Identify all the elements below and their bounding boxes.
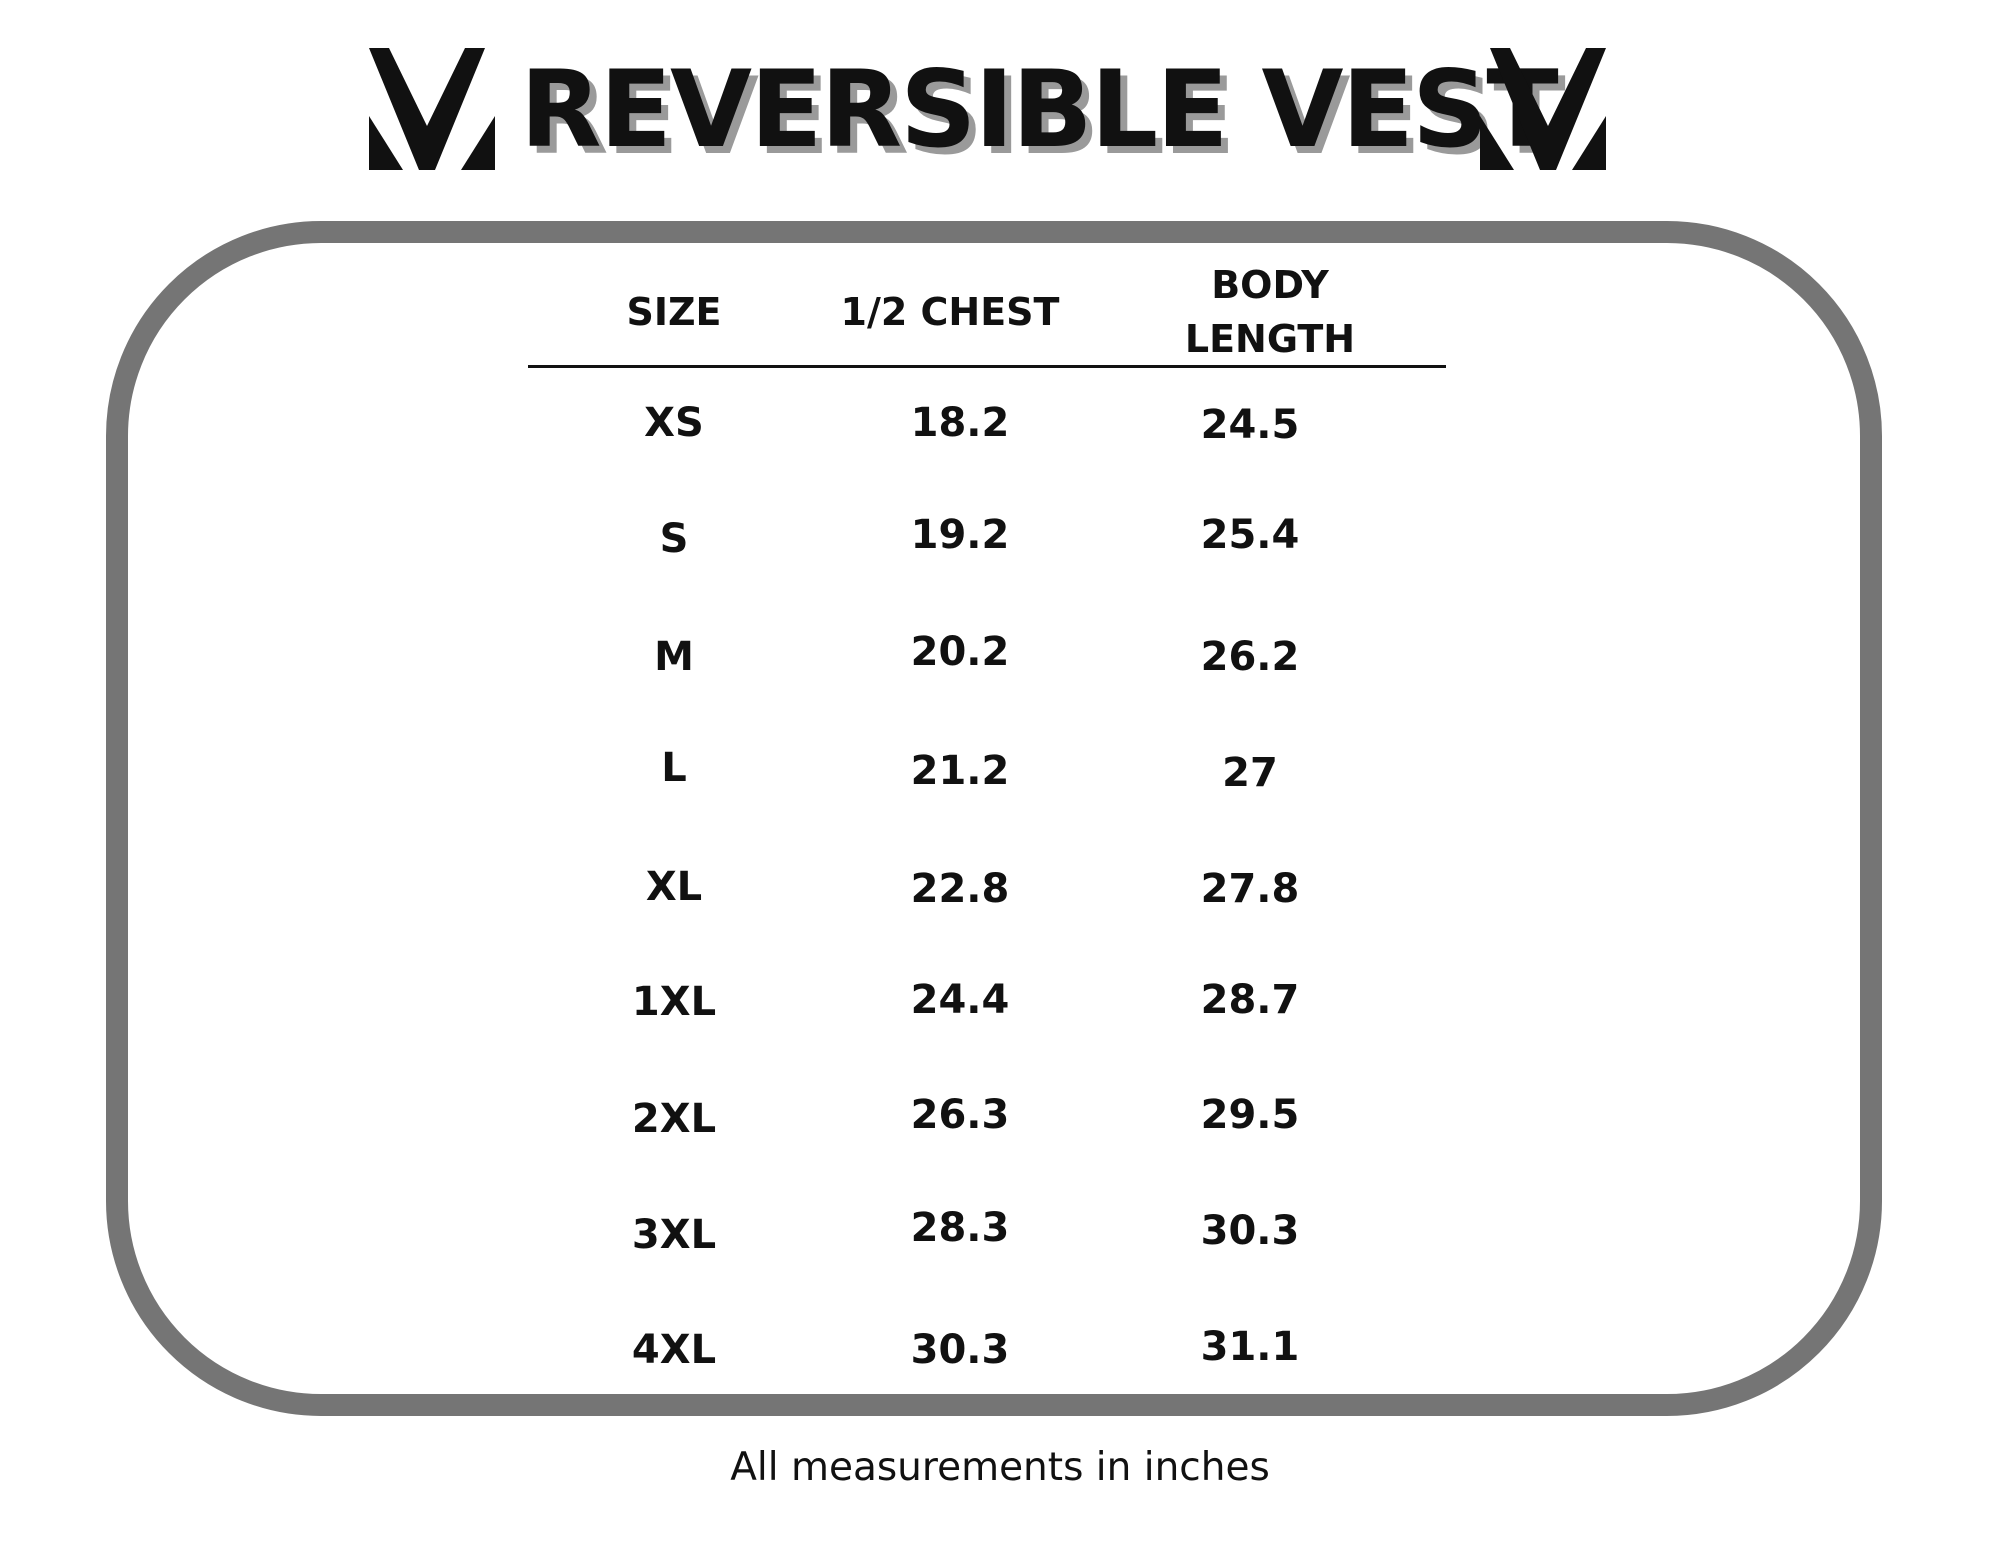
title-row: REVERSIBLE VEST bbox=[0, 40, 2000, 180]
cell-size: 3XL bbox=[631, 1212, 717, 1258]
v-chevron-logo-icon bbox=[1480, 48, 1606, 170]
cell-chest: 19.2 bbox=[910, 512, 1010, 558]
cell-chest: 30.3 bbox=[910, 1327, 1010, 1373]
cell-chest: 21.2 bbox=[910, 748, 1010, 794]
cell-body: 31.1 bbox=[1200, 1324, 1300, 1370]
cell-body: 27.8 bbox=[1200, 866, 1300, 912]
cell-chest: 24.4 bbox=[910, 977, 1010, 1023]
cell-chest: 20.2 bbox=[910, 629, 1010, 675]
cell-size: 2XL bbox=[631, 1096, 717, 1142]
cell-body: 30.3 bbox=[1200, 1208, 1300, 1254]
header-divider bbox=[528, 365, 1446, 368]
size-chart-frame bbox=[106, 221, 1882, 1416]
measurement-footnote: All measurements in inches bbox=[730, 1445, 1270, 1490]
cell-size: 1XL bbox=[631, 979, 717, 1025]
cell-size: S bbox=[659, 516, 689, 562]
v-chevron-logo-icon bbox=[369, 48, 495, 170]
cell-chest: 18.2 bbox=[910, 400, 1010, 446]
cell-size: XL bbox=[645, 864, 703, 910]
cell-body: 27 bbox=[1222, 750, 1278, 796]
cell-chest: 26.3 bbox=[910, 1092, 1010, 1138]
column-header-body-line1: BODY bbox=[1211, 263, 1329, 307]
cell-size: M bbox=[654, 634, 694, 680]
cell-body: 28.7 bbox=[1200, 977, 1300, 1023]
cell-body: 26.2 bbox=[1200, 634, 1300, 680]
cell-chest: 22.8 bbox=[910, 866, 1010, 912]
column-header-size: SIZE bbox=[626, 290, 722, 334]
cell-size: L bbox=[661, 745, 687, 791]
cell-size: 4XL bbox=[631, 1327, 717, 1373]
column-header-body-length: BODY LENGTH bbox=[1140, 258, 1400, 366]
page-title: REVERSIBLE VEST bbox=[520, 48, 1559, 171]
cell-body: 24.5 bbox=[1200, 402, 1300, 448]
cell-chest: 28.3 bbox=[910, 1205, 1010, 1251]
column-header-chest: 1/2 CHEST bbox=[840, 290, 1060, 334]
cell-size: XS bbox=[644, 400, 704, 446]
cell-body: 29.5 bbox=[1200, 1092, 1300, 1138]
cell-body: 25.4 bbox=[1200, 512, 1300, 558]
column-header-body-line2: LENGTH bbox=[1184, 317, 1356, 361]
